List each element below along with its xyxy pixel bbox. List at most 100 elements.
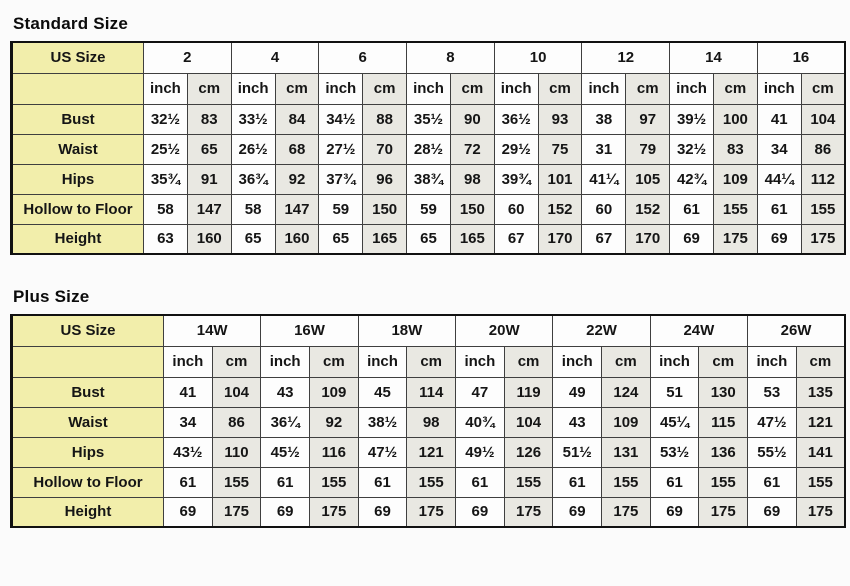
cm-value-cell: 175	[406, 496, 457, 528]
inch-value-cell: 43	[260, 376, 311, 408]
inch-value-cell: 31	[581, 133, 627, 165]
inch-value-cell: 53½	[649, 436, 700, 468]
inch-value-cell: 29½	[493, 133, 539, 165]
inch-value-cell: 55½	[747, 436, 797, 468]
inch-value-cell: 61	[552, 466, 603, 498]
cm-unit-cell: cm	[625, 72, 671, 105]
size-header-cell: 2	[143, 41, 232, 74]
inch-value-cell: 45	[357, 376, 408, 408]
size-header-cell: 10	[493, 41, 583, 74]
cm-value-cell: 86	[800, 133, 846, 165]
inch-value-cell: 37¾	[318, 163, 364, 195]
empty-label-cell	[11, 72, 144, 105]
measurement-row: Hollow to Floor 61 155 61 155 61 155 61 155 61 155…	[11, 466, 846, 498]
size-table: US Size 14W 16W 18W 20W 22W 24W 26W inch cm inch cm…	[10, 314, 846, 528]
inch-value-cell: 32½	[669, 133, 714, 165]
inch-unit-cell: inch	[318, 72, 364, 105]
inch-unit-cell: inch	[163, 345, 213, 378]
cm-value-cell: 175	[795, 496, 846, 528]
inch-value-cell: 61	[163, 466, 213, 498]
cm-value-cell: 92	[274, 163, 320, 195]
cm-value-cell: 155	[795, 466, 846, 498]
corner-us-size-cell: US Size	[11, 41, 144, 74]
inch-value-cell: 34	[756, 133, 802, 165]
inch-value-cell: 41¼	[581, 163, 627, 195]
inch-unit-cell: inch	[357, 345, 408, 378]
inch-value-cell: 69	[455, 496, 505, 528]
cm-unit-cell: cm	[503, 345, 554, 378]
cm-value-cell: 165	[362, 223, 408, 255]
row-label-cell: Hips	[11, 436, 164, 468]
inch-unit-cell: inch	[406, 72, 451, 105]
size-header-cell: 20W	[455, 314, 554, 347]
cm-unit-cell: cm	[362, 72, 408, 105]
inch-value-cell: 69	[260, 496, 311, 528]
unit-header-row: inch cm inch cm inch cm inch cm inch cm inch cm inch…	[11, 72, 846, 105]
inch-value-cell: 47½	[747, 406, 797, 438]
inch-unit-cell: inch	[230, 72, 276, 105]
cm-value-cell: 65	[186, 133, 232, 165]
measurement-row: Hips 43½ 110 45½ 116 47½ 121 49½ 126 51½ 131 53½ 136…	[11, 436, 846, 468]
row-label-cell: Bust	[11, 376, 164, 408]
inch-value-cell: 45¼	[649, 406, 700, 438]
cm-value-cell: 105	[625, 163, 671, 195]
inch-value-cell: 26½	[230, 133, 276, 165]
cm-value-cell: 152	[625, 193, 671, 225]
inch-value-cell: 51½	[552, 436, 603, 468]
inch-value-cell: 45½	[260, 436, 311, 468]
cm-value-cell: 79	[625, 133, 671, 165]
cm-value-cell: 90	[449, 103, 495, 135]
cm-value-cell: 101	[537, 163, 583, 195]
cm-value-cell: 75	[537, 133, 583, 165]
cm-value-cell: 175	[601, 496, 651, 528]
size-header-cell: 14W	[162, 314, 262, 347]
cm-unit-cell: cm	[795, 345, 846, 378]
inch-value-cell: 69	[747, 496, 797, 528]
cm-value-cell: 91	[186, 163, 232, 195]
cm-value-cell: 70	[362, 133, 408, 165]
inch-value-cell: 69	[669, 223, 714, 255]
inch-value-cell: 69	[552, 496, 603, 528]
measurement-row: Bust 41 104 43 109 45 114 47 119 49 124 51 130 53 135	[11, 376, 846, 408]
row-label-cell: Hollow to Floor	[11, 193, 144, 225]
measurement-row: Height 69 175 69 175 69 175 69 175 69 175 69 175 69 17…	[11, 496, 846, 528]
cm-value-cell: 93	[537, 103, 583, 135]
cm-value-cell: 68	[274, 133, 320, 165]
inch-value-cell: 41	[163, 376, 213, 408]
inch-unit-cell: inch	[669, 72, 714, 105]
inch-value-cell: 60	[581, 193, 627, 225]
inch-value-cell: 65	[318, 223, 364, 255]
cm-value-cell: 155	[800, 193, 846, 225]
cm-unit-cell: cm	[309, 345, 359, 378]
inch-value-cell: 58	[143, 193, 188, 225]
inch-value-cell: 61	[669, 193, 714, 225]
size-header-cell: 16W	[260, 314, 359, 347]
cm-value-cell: 175	[800, 223, 846, 255]
inch-value-cell: 67	[493, 223, 539, 255]
cm-value-cell: 104	[211, 376, 262, 408]
inch-value-cell: 28½	[406, 133, 451, 165]
cm-value-cell: 170	[625, 223, 671, 255]
inch-unit-cell: inch	[756, 72, 802, 105]
inch-value-cell: 49½	[455, 436, 505, 468]
cm-value-cell: 175	[712, 223, 758, 255]
cm-value-cell: 83	[712, 133, 758, 165]
measurement-row: Height 63 160 65 160 65 165 65 165 67 170 67 170 69 17…	[11, 223, 846, 255]
inch-value-cell: 27½	[318, 133, 364, 165]
inch-value-cell: 65	[406, 223, 451, 255]
row-label-cell: Waist	[11, 406, 164, 438]
cm-value-cell: 109	[712, 163, 758, 195]
cm-value-cell: 88	[362, 103, 408, 135]
cm-value-cell: 147	[186, 193, 232, 225]
inch-value-cell: 35¾	[143, 163, 188, 195]
row-label-cell: Height	[11, 223, 144, 255]
measurement-row: Bust 32½ 83 33½ 84 34½ 88 35½ 90 36½ 93 38 97 39½ 100 4…	[11, 103, 846, 135]
size-header-cell: 14	[669, 41, 758, 74]
cm-value-cell: 110	[211, 436, 262, 468]
inch-value-cell: 36¾	[230, 163, 276, 195]
size-header-row: US Size 2 4 6 8 10 12 14 16	[11, 41, 846, 74]
cm-value-cell: 155	[211, 466, 262, 498]
inch-unit-cell: inch	[552, 345, 603, 378]
cm-value-cell: 86	[211, 406, 262, 438]
size-header-cell: 6	[318, 41, 408, 74]
